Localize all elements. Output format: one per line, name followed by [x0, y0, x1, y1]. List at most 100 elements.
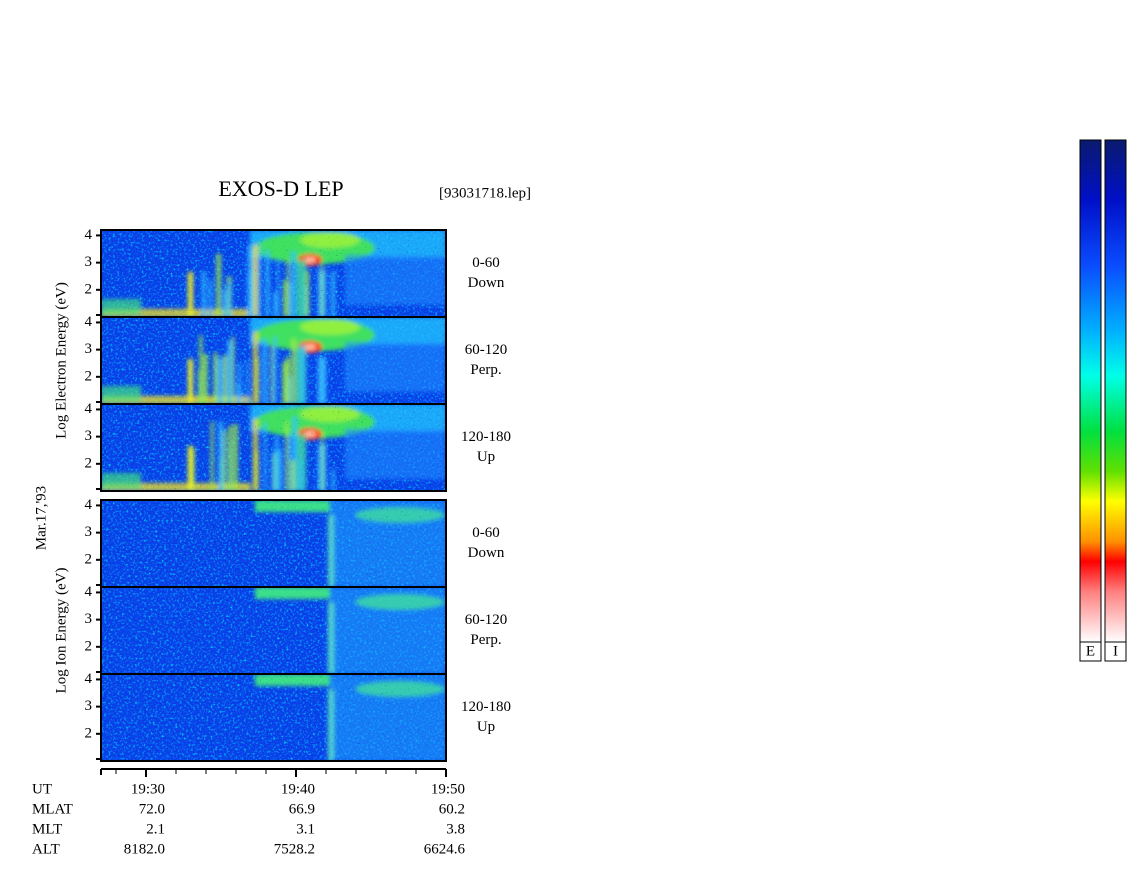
spectrogram-image — [101, 587, 446, 674]
y-tick-label: 3 — [85, 341, 93, 357]
panel-angle: 120-180 — [461, 699, 511, 715]
y-tick-label: 4 — [85, 227, 93, 243]
ephemeris-value: 6624.6 — [424, 841, 466, 857]
features — [101, 317, 446, 404]
ephemeris-value: 3.1 — [296, 821, 315, 837]
peak — [304, 344, 316, 350]
ephemeris-label: MLAT — [32, 801, 73, 817]
y-tick-label: 2 — [85, 455, 93, 471]
streak — [213, 352, 218, 404]
streak — [286, 359, 290, 404]
panel-angle: 0-60 — [472, 525, 500, 541]
dropouts — [101, 404, 446, 491]
streak — [318, 357, 326, 404]
x-tick-label: 19:40 — [281, 781, 315, 797]
streak — [223, 354, 228, 404]
ephemeris-value: 7528.2 — [274, 841, 315, 857]
panel-angle: 120-180 — [461, 429, 511, 445]
panel-frame — [100, 403, 447, 492]
streak — [217, 358, 223, 404]
y-tick-label: 2 — [85, 281, 93, 297]
x-tick-label: 19:30 — [131, 781, 165, 797]
spectrogram-panel: 2 3 4 — [85, 314, 447, 405]
right-region — [345, 342, 445, 392]
panel-direction: Perp. — [470, 632, 501, 648]
y-tick-label: 2 — [85, 638, 93, 654]
spectrogram-panel: 2 3 4 — [85, 497, 447, 588]
chart-title: EXOS-D LEP — [218, 176, 343, 201]
spectrogram-image — [101, 230, 446, 317]
date-label: Mar.17,'93 — [33, 486, 49, 550]
spectrogram-image — [101, 674, 446, 761]
colorbar-label-box — [1079, 641, 1102, 662]
x-tick-label: 19:50 — [431, 781, 465, 797]
y-tick-label: 4 — [85, 314, 93, 330]
file-name: [93031718.lep] — [439, 185, 531, 201]
streak — [246, 360, 249, 404]
panel-angle: 60-120 — [465, 342, 508, 358]
streak — [231, 336, 235, 404]
y-tick-label: 3 — [85, 524, 93, 540]
y-tick-label: 2 — [85, 551, 93, 567]
spectrogram-image — [101, 500, 446, 587]
y-tick-label: 2 — [85, 368, 93, 384]
ephemeris-label: UT — [32, 781, 52, 797]
colorbar-label: I — [1113, 643, 1118, 659]
low-band — [101, 386, 141, 402]
spectrogram-panel: 2 3 4 — [85, 584, 447, 675]
dropouts — [101, 500, 446, 587]
ephemeris-value: 66.9 — [289, 801, 315, 817]
y-tick-label: 3 — [85, 698, 93, 714]
streak — [227, 340, 233, 404]
panel-direction: Down — [468, 275, 505, 291]
ephemeris-value: 2.1 — [146, 821, 165, 837]
panel-direction: Down — [468, 545, 505, 561]
colorbar-label: E — [1086, 643, 1095, 659]
ephemeris-value: 8182.0 — [124, 841, 165, 857]
streak — [253, 332, 258, 404]
y-tick-label: 3 — [85, 428, 93, 444]
y-tick-label: 2 — [85, 725, 93, 741]
ephemeris-value: 3.8 — [446, 821, 465, 837]
panel-direction: Perp. — [470, 362, 501, 378]
streak — [202, 354, 208, 404]
dropouts — [101, 230, 446, 317]
streak — [188, 359, 193, 404]
colorbar-label-box — [1104, 641, 1127, 662]
dropouts — [101, 674, 446, 761]
spectrogram-panel: 2 3 4 — [85, 227, 447, 318]
ephemeris-label: ALT — [32, 841, 60, 857]
panel-direction: Up — [477, 449, 495, 465]
ephemeris-value: 72.0 — [139, 801, 165, 817]
band — [300, 319, 360, 335]
low-band — [101, 396, 251, 404]
spectrogram-image — [101, 404, 446, 491]
spectrogram-panel: 2 3 4 — [85, 671, 447, 762]
streak — [270, 345, 274, 404]
streak — [199, 335, 203, 404]
streak — [300, 344, 305, 404]
y-tick-label: 4 — [85, 401, 93, 417]
y-tick-label: 3 — [85, 254, 93, 270]
y-tick-label: 4 — [85, 671, 93, 687]
streak — [273, 336, 277, 404]
panel-frame — [100, 673, 447, 762]
y-tick-label: 3 — [85, 611, 93, 627]
y-axis-label: Log Electron Energy (eV) — [53, 282, 69, 439]
spectrogram-image — [101, 317, 446, 404]
ephemeris-label: MLT — [32, 821, 62, 837]
y-tick-label: 4 — [85, 584, 93, 600]
y-tick-label: 4 — [85, 497, 93, 513]
colorbar — [1079, 139, 1102, 643]
colorbar — [1104, 139, 1127, 643]
streak — [262, 338, 268, 404]
panel-angle: 0-60 — [472, 255, 500, 271]
y-axis-label: Log Ion Energy (eV) — [53, 568, 69, 694]
panel-direction: Up — [477, 719, 495, 735]
streak — [291, 338, 296, 404]
ephemeris-value: 60.2 — [439, 801, 465, 817]
streak — [236, 383, 241, 404]
